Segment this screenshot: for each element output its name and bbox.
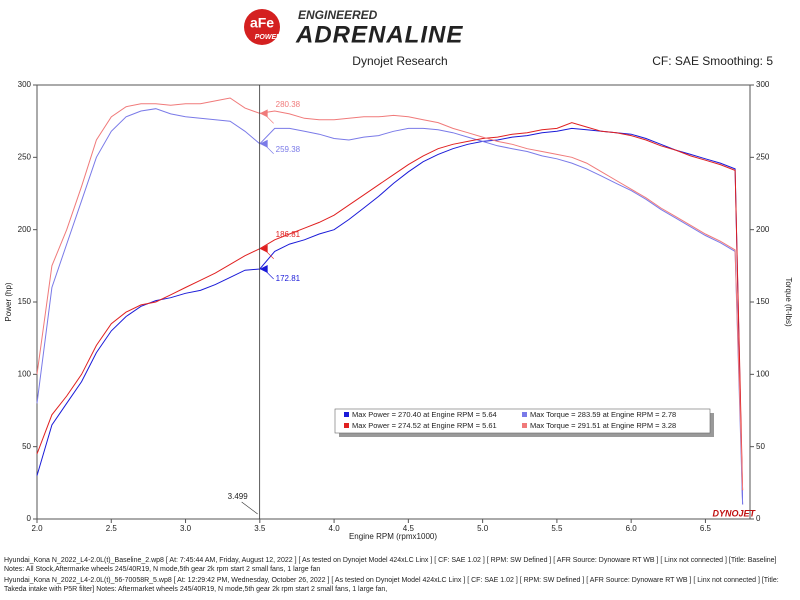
x-tick-label: 4.5 [403,524,415,533]
y-tick-label: 0 [27,514,32,523]
x-tick-label: 3.5 [254,524,266,533]
cursor-pointer [241,501,258,515]
cursor-value: 259.38 [276,145,301,154]
footer-note: Hyundai_Kona N_2022_L4-2.0L(t)_56-70058R… [4,577,779,593]
cursor-leader [263,143,274,154]
brand-top: ENGINEERED [298,8,378,22]
y2-tick-label: 150 [756,297,770,306]
y2-tick-label: 200 [756,225,770,234]
y2-tick-label: 100 [756,369,770,378]
cursor-leader [263,248,274,259]
y2-tick-label: 50 [756,442,765,451]
y-axis-title: Power (hp) [4,282,13,321]
cursor-value: 186.81 [276,230,301,239]
logo-sub: POWER [255,34,281,41]
x-tick-label: 6.0 [626,524,638,533]
legend: Max Power = 270.40 at Engine RPM = 5.64 M… [334,408,714,437]
dynojet-logo: DYNOJET [712,508,756,518]
legend-swatch [522,412,527,417]
legend-swatch [344,423,349,428]
y2-tick-label: 300 [756,80,770,89]
series-line [36,97,744,491]
cursor-value: 172.81 [276,274,301,283]
legend-label: Max Power = 270.40 at Engine RPM = 5.64 [352,410,497,419]
x-axis-title: Engine RPM (rpmx1000) [349,532,437,541]
y-tick-label: 50 [22,442,31,451]
legend-label: Max Torque = 291.51 at Engine RPM = 3.28 [530,421,676,430]
legend-swatch [522,423,527,428]
y-tick-label: 100 [18,369,32,378]
x-tick-label: 3.0 [180,524,192,533]
x-tick-label: 4.0 [329,524,341,533]
legend-label: Max Torque = 283.59 at Engine RPM = 2.78 [530,410,676,419]
x-tick-label: 5.5 [551,524,563,533]
series-line [36,122,744,491]
y-tick-label: 300 [18,80,32,89]
chart-subtitle: CF: SAE Smoothing: 5 [652,54,773,68]
chart-title: Dynojet Research [352,54,447,68]
series-line [36,127,744,505]
cursor-value: 280.38 [276,100,301,109]
brand-main: ADRENALINE [295,21,463,48]
y-tick-label: 150 [18,297,32,306]
cursor-label: 3.499 [228,492,249,501]
legend-swatch [344,412,349,417]
legend-label: Max Power = 274.52 at Engine RPM = 5.61 [352,421,497,430]
x-tick-label: 2.5 [106,524,118,533]
x-tick-label: 2.0 [31,524,43,533]
y-tick-label: 250 [18,152,32,161]
x-tick-label: 6.5 [700,524,712,533]
x-tick-label: 5.0 [477,524,489,533]
y-tick-label: 200 [18,225,32,234]
y2-tick-label: 250 [756,152,770,161]
plot-frame [36,84,751,520]
logo-badge [244,9,280,45]
series-line [36,108,744,505]
cursor-leader [263,268,274,280]
cursor-leader [263,113,274,124]
y2-axis-title: Torque (ft-lbs) [784,277,793,327]
footer-note: Hyundai_Kona N_2022_L4-2.0L(t)_Baseline_… [4,557,777,573]
logo: aFe [250,15,274,31]
y2-tick-label: 0 [756,514,761,523]
